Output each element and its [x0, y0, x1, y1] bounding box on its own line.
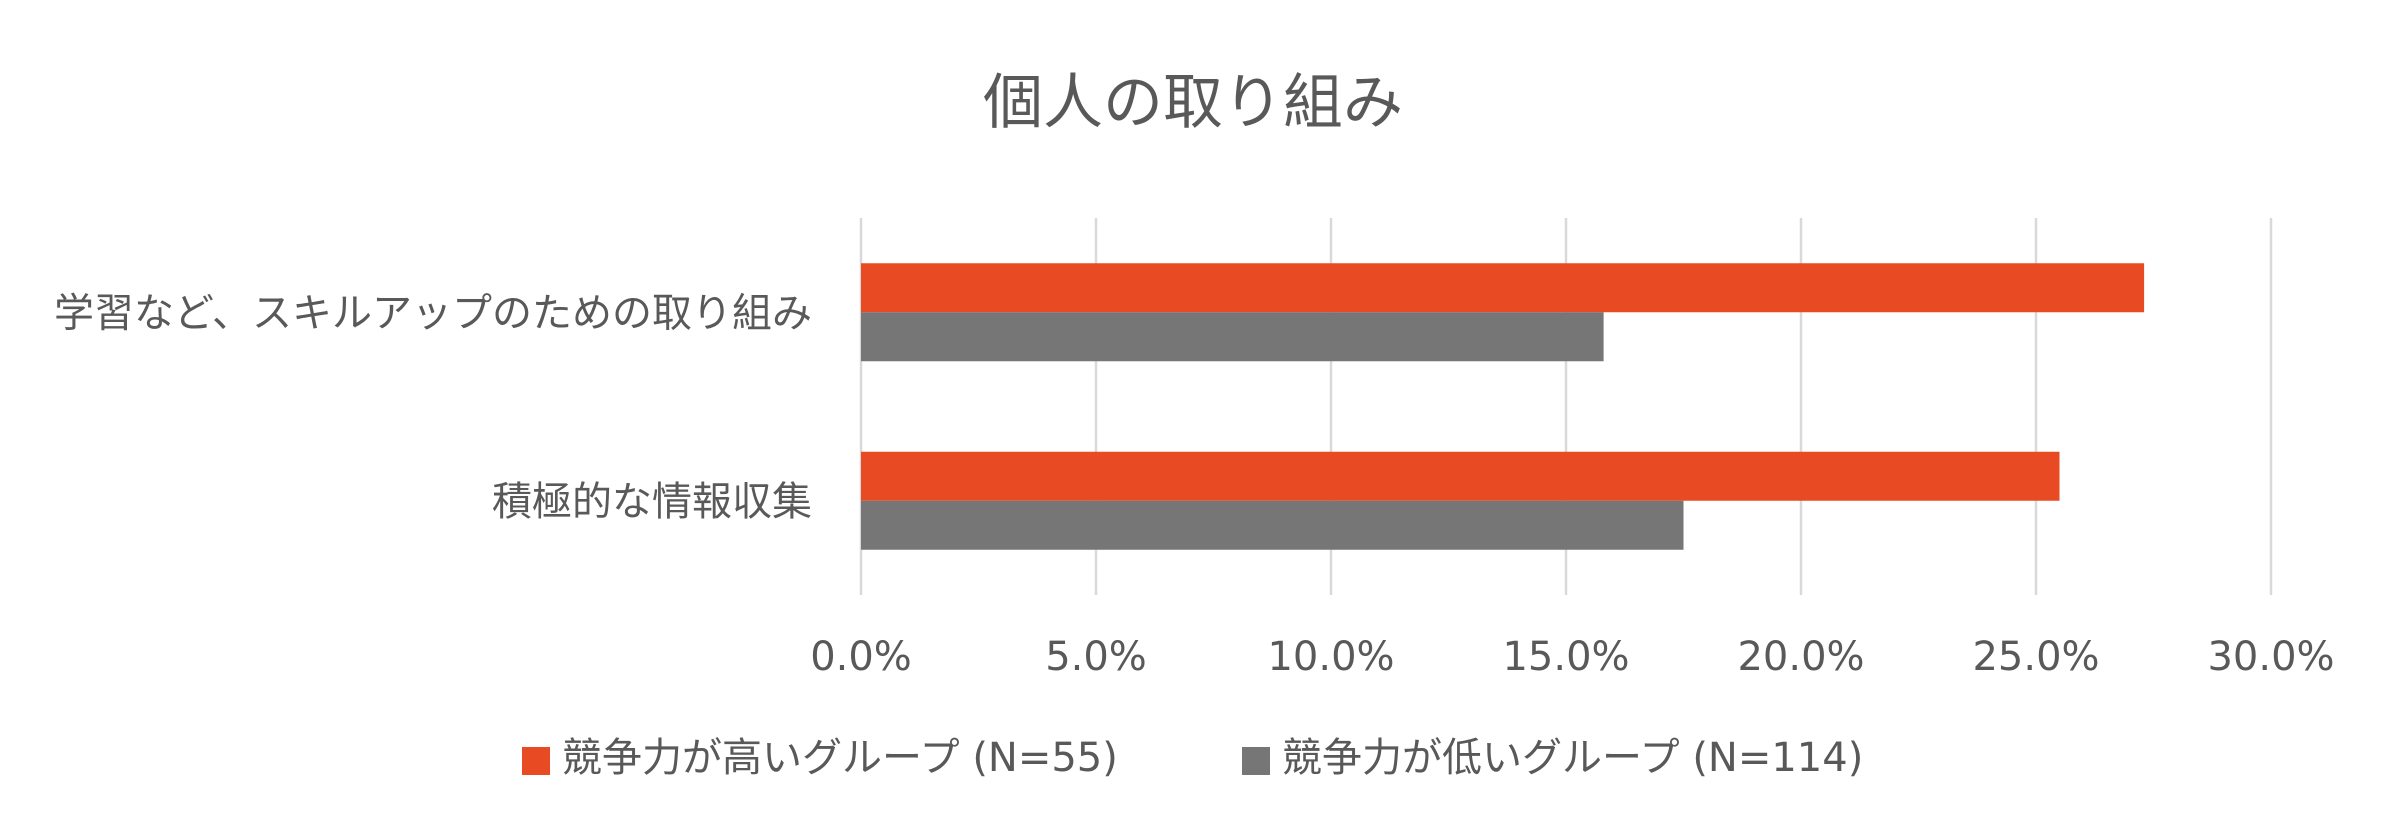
x-tick-label: 30.0% [2207, 634, 2334, 680]
x-tick-label: 25.0% [1972, 634, 2099, 680]
legend-label: 競争力が高いグループ (N=55) [562, 735, 1118, 781]
x-tick-label: 5.0% [1045, 634, 1147, 680]
x-tick-label: 20.0% [1737, 634, 1864, 680]
x-tick-label: 0.0% [810, 634, 912, 680]
bars [861, 263, 2145, 550]
legend-swatch [522, 747, 550, 775]
bar [861, 451, 2060, 501]
x-tick-label: 15.0% [1502, 634, 1629, 680]
category-label: 積極的な情報収集 [492, 479, 812, 525]
legend-label: 競争力が低いグループ (N=114) [1282, 735, 1863, 781]
legend: 競争力が高いグループ (N=55) 競争力が低いグループ (N=114) [522, 735, 1863, 781]
x-axis-tick-labels: 0.0% 5.0% 10.0% 15.0% 20.0% 25.0% 30.0% [810, 634, 2334, 680]
category-label: 学習など、スキルアップのための取り組み [54, 290, 812, 336]
x-tick-label: 10.0% [1267, 634, 1394, 680]
bar [861, 312, 1604, 362]
bar [861, 500, 1684, 550]
legend-swatch [1242, 747, 1270, 775]
bar [861, 263, 2145, 313]
chart-title: 個人の取り組み [983, 68, 1403, 138]
